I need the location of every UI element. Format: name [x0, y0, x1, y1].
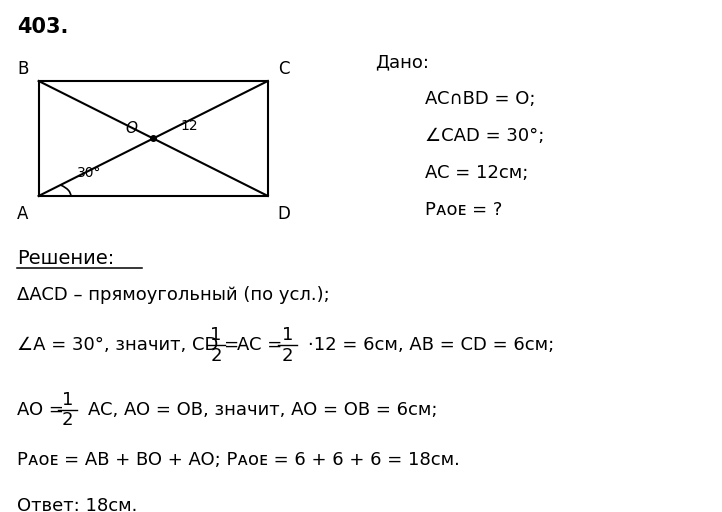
Text: AC =: AC =: [237, 336, 287, 354]
Text: C: C: [278, 60, 290, 78]
Text: 1: 1: [210, 326, 222, 345]
Text: 30°: 30°: [77, 166, 101, 180]
Text: Ответ: 18см.: Ответ: 18см.: [17, 498, 137, 512]
Text: D: D: [277, 205, 290, 223]
Text: Pᴀᴏᴇ = AB + BO + AO; Pᴀᴏᴇ = 6 + 6 + 6 = 18см.: Pᴀᴏᴇ = AB + BO + AO; Pᴀᴏᴇ = 6 + 6 + 6 = …: [17, 452, 460, 470]
Text: 2: 2: [210, 347, 222, 365]
Text: O: O: [126, 121, 138, 136]
Text: ΔACD – прямоугольный (по усл.);: ΔACD – прямоугольный (по усл.);: [17, 286, 330, 304]
Text: 1: 1: [282, 326, 293, 345]
Text: AC, AO = OB, значит, AO = OB = 6см;: AC, AO = OB, значит, AO = OB = 6см;: [88, 401, 438, 419]
Text: Дано:: Дано:: [375, 53, 430, 71]
Text: A: A: [17, 205, 29, 223]
Text: B: B: [17, 60, 29, 78]
Text: AO =: AO =: [17, 401, 70, 419]
Text: 12: 12: [180, 119, 198, 133]
Text: Pᴀᴏᴇ = ?: Pᴀᴏᴇ = ?: [425, 201, 503, 219]
Text: 2: 2: [282, 347, 293, 365]
Text: ∠CAD = 30°;: ∠CAD = 30°;: [425, 127, 545, 145]
Text: 403.: 403.: [17, 16, 69, 36]
Text: 2: 2: [62, 411, 74, 429]
Text: Решение:: Решение:: [17, 249, 114, 268]
Text: AC = 12см;: AC = 12см;: [425, 164, 529, 182]
Text: ∠A = 30°, значит, CD =: ∠A = 30°, значит, CD =: [17, 336, 245, 354]
Text: ·12 = 6см, AB = CD = 6см;: ·12 = 6см, AB = CD = 6см;: [308, 336, 554, 354]
Text: 1: 1: [62, 391, 74, 409]
Text: AC∩BD = O;: AC∩BD = O;: [425, 90, 536, 108]
